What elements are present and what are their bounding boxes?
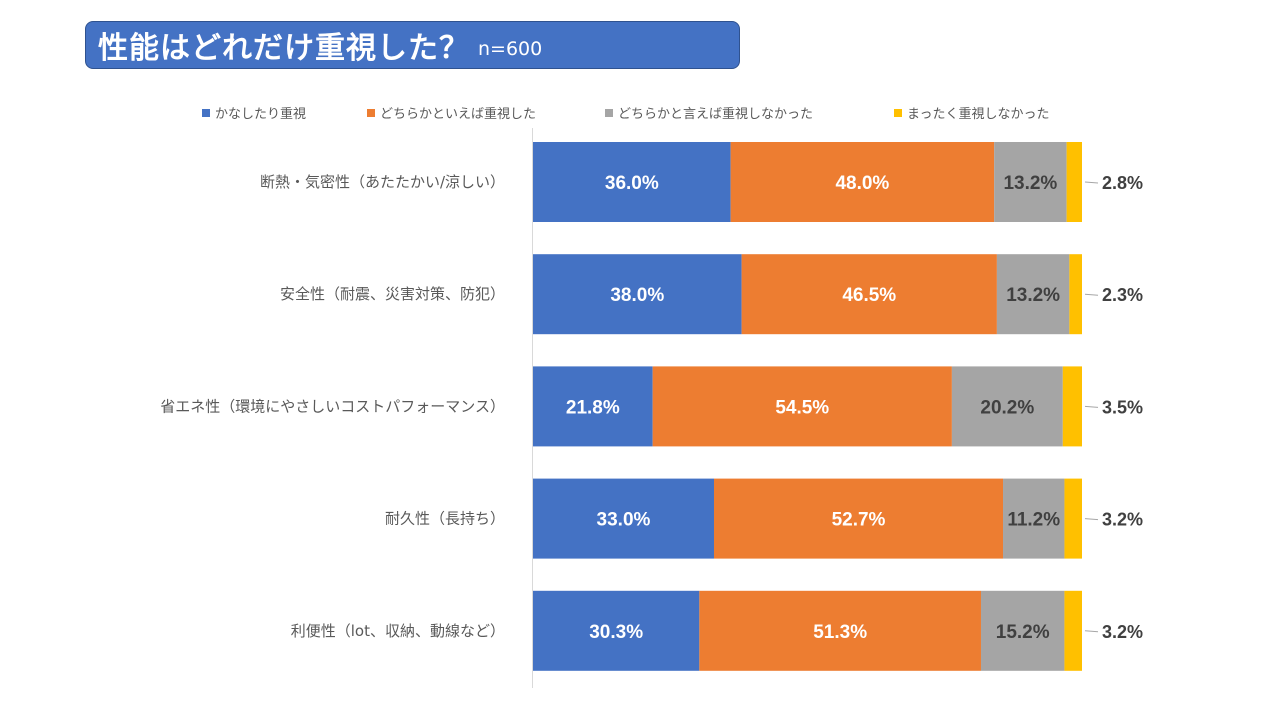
bar-segment	[699, 590, 981, 671]
data-label: 52.7%	[832, 510, 886, 531]
leader-line	[1084, 293, 1099, 296]
legend-label: どちらかと言えば重視しなかった	[618, 106, 813, 122]
data-label: 15.2%	[996, 622, 1050, 643]
bar-segment	[994, 142, 1067, 222]
leader-line	[1084, 630, 1099, 633]
category-label: 耐久性（長持ち）	[385, 510, 505, 528]
category-label: 利便性（lot、収納、動線など）	[291, 622, 505, 640]
data-label: 36.0%	[605, 173, 659, 194]
data-label: 2.8%	[1102, 173, 1143, 193]
bar-segment	[1066, 142, 1082, 222]
chart-title: 性能はどれだけ重視した？	[98, 31, 470, 66]
legend-swatch	[367, 109, 375, 117]
bar-segment	[533, 478, 714, 559]
data-label: 2.3%	[1102, 285, 1143, 305]
data-label: 33.0%	[597, 510, 651, 531]
title-banner: 性能はどれだけ重視した？ n=600	[85, 21, 740, 69]
category-label: 省エネ性（環境にやさしいコストパフォーマンス）	[160, 397, 505, 415]
bar-segment	[533, 254, 742, 335]
legend-swatch	[605, 109, 613, 117]
bar-segment	[1062, 366, 1082, 447]
data-label: 21.8%	[566, 397, 620, 418]
data-label: 3.2%	[1102, 622, 1143, 642]
leader-line	[1084, 405, 1099, 408]
bar-segment	[980, 590, 1065, 671]
legend-label: どちらかといえば重視した	[380, 106, 536, 122]
data-labels: 36.0% 48.0% 13.2% 2.8% 38.0% 46.5% 13.2% 2.3% 21…	[566, 173, 1143, 643]
data-label: 51.3%	[813, 622, 867, 643]
bar-segment	[533, 142, 731, 222]
sample-size: n=600	[478, 38, 543, 60]
data-label: 54.5%	[775, 397, 829, 418]
bar-segment	[741, 254, 997, 335]
legend: かなしたり重視 どちらかといえば重視した どちらかと言えば重視しなかった まったく重視…	[202, 106, 1049, 122]
data-label: 38.0%	[610, 285, 664, 306]
data-label: 13.2%	[1006, 285, 1060, 306]
bar-segment	[1003, 478, 1065, 559]
category-labels: 断熱・気密性（あたたかい/涼しい） 安全性（耐震、災害対策、防犯） 省エネ性（環境に…	[160, 173, 505, 640]
bar-segment	[533, 590, 700, 671]
leader-line	[1084, 181, 1099, 184]
data-label: 20.2%	[980, 397, 1034, 418]
bar-segment	[1064, 478, 1082, 559]
bar-segment	[713, 478, 1004, 559]
category-label: 安全性（耐震、災害対策、防犯）	[280, 285, 505, 303]
data-label: 3.5%	[1102, 397, 1143, 417]
data-label: 3.2%	[1102, 510, 1143, 530]
legend-label: かなしたり重視	[215, 106, 306, 122]
bar-segment	[996, 254, 1070, 335]
leader-line	[1084, 518, 1099, 521]
data-label: 30.3%	[589, 622, 643, 643]
bar-segment	[1069, 254, 1082, 335]
bar-segment	[1064, 590, 1082, 671]
category-label: 断熱・気密性（あたたかい/涼しい）	[260, 173, 505, 191]
bar-segment	[533, 366, 653, 447]
bar-segment	[652, 366, 952, 447]
legend-swatch	[894, 109, 902, 117]
data-label: 11.2%	[1007, 510, 1060, 531]
data-label: 46.5%	[842, 285, 896, 306]
data-label: 48.0%	[835, 173, 889, 194]
bar-segment	[951, 366, 1063, 447]
legend-swatch	[202, 109, 210, 117]
bar-segment	[730, 142, 995, 222]
legend-label: まったく重視しなかった	[907, 106, 1049, 122]
data-label: 13.2%	[1003, 173, 1057, 194]
bars	[533, 142, 1082, 671]
